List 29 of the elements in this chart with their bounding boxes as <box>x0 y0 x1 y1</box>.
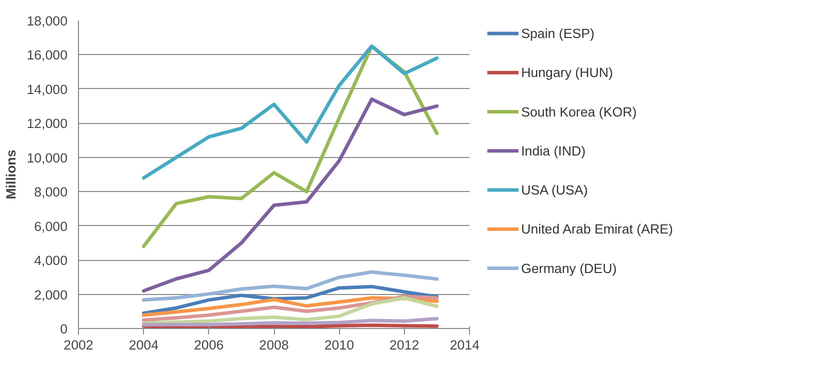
legend-label: South Korea (KOR) <box>521 104 637 120</box>
x-tick-label: 2006 <box>194 338 224 352</box>
y-tick-label: 6,000 <box>34 218 68 234</box>
x-tick-label: 2002 <box>64 338 94 352</box>
y-axis-title: Millions <box>4 150 19 200</box>
x-tick-label: 2010 <box>324 338 354 352</box>
x-tick-label: 2004 <box>128 338 160 352</box>
legend-label: Germany (DEU) <box>521 260 617 276</box>
legend-label: United Arab Emirat (ARE) <box>521 222 673 237</box>
x-tick-label: 2014 <box>450 338 480 352</box>
line-series <box>142 284 439 316</box>
y-tick-label: 14,000 <box>26 82 68 97</box>
y-tick-label: 8,000 <box>34 184 68 200</box>
y-tick-label: 16,000 <box>26 48 68 63</box>
y-tick-label: 2,000 <box>34 287 68 302</box>
y-tick-label: 18,000 <box>26 14 68 28</box>
x-tick-label: 2012 <box>390 338 420 352</box>
x-tick-label: 2008 <box>259 338 289 352</box>
legend-label: USA (USA) <box>521 182 588 198</box>
line-series <box>142 270 439 302</box>
y-tick-label: 4,000 <box>34 253 68 268</box>
y-tick-label: 10,000 <box>26 150 68 166</box>
y-tick-label: 0 <box>60 322 68 336</box>
legend-label: Spain (ESP) <box>521 26 594 42</box>
y-tick-label: 12,000 <box>26 116 68 132</box>
legend-label: Hungary (HUN) <box>521 65 613 80</box>
line-series <box>142 44 439 180</box>
legend-label: India (IND) <box>521 143 586 158</box>
line-series <box>142 97 439 293</box>
